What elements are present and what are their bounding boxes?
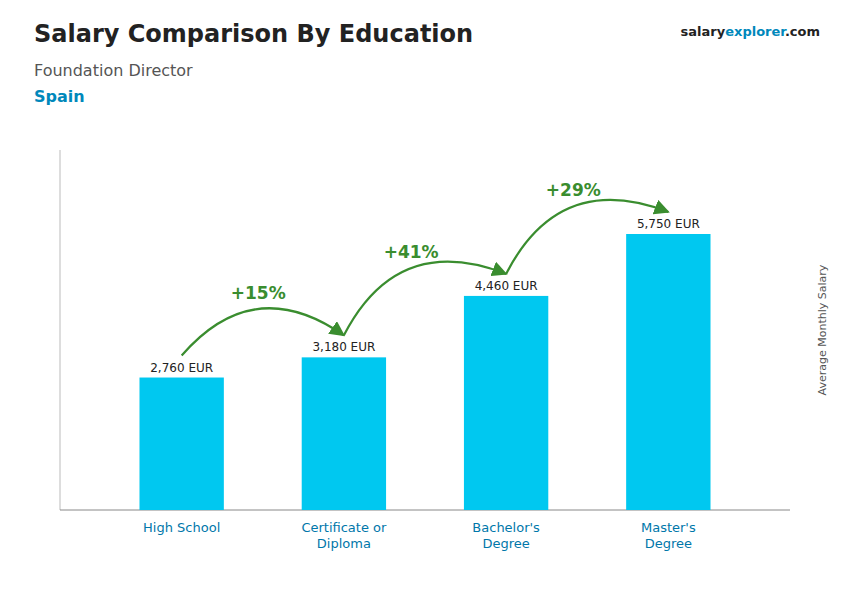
data-label: 4,460 EUR	[475, 279, 538, 293]
country: Spain	[34, 87, 85, 106]
change-arrow	[506, 200, 668, 274]
x-tick-label: Bachelor'sDegree	[472, 520, 540, 551]
x-tick-label: Master'sDegree	[641, 520, 696, 551]
x-tick-label: Certificate orDiploma	[301, 520, 387, 551]
x-tick-label-line: Degree	[645, 536, 692, 551]
chart-container: Salary Comparison By Education Foundation…	[0, 0, 850, 606]
change-arrow	[182, 308, 344, 355]
title: Salary Comparison By Education	[34, 20, 473, 48]
bar	[626, 234, 710, 510]
x-tick-label: High School	[143, 520, 220, 535]
brand-part: .com	[785, 24, 820, 39]
x-tick-label-line: Master's	[641, 520, 696, 535]
x-tick-label-line: Certificate or	[301, 520, 387, 535]
x-tick-label-line: Bachelor's	[472, 520, 540, 535]
data-label: 5,750 EUR	[637, 217, 700, 231]
bar	[139, 378, 223, 510]
x-tick-label-line: High School	[143, 520, 220, 535]
change-label: +15%	[231, 283, 286, 303]
y-axis-line	[60, 150, 61, 510]
brand-part: explorer	[725, 24, 787, 39]
subtitle: Foundation Director	[34, 61, 193, 80]
change-label: +29%	[546, 180, 601, 200]
bars	[139, 234, 710, 510]
bar	[302, 357, 386, 510]
change-arrow	[344, 262, 506, 336]
brand-part: salary	[681, 24, 726, 39]
chart-svg: Salary Comparison By Education Foundation…	[0, 0, 850, 606]
x-tick-label-line: Degree	[482, 536, 529, 551]
x-tick-label-line: Diploma	[317, 536, 371, 551]
data-label: 3,180 EUR	[312, 340, 375, 354]
change-label: +41%	[384, 242, 439, 262]
brand: salaryexplorer.com	[681, 24, 820, 39]
data-label: 2,760 EUR	[150, 361, 213, 375]
y-axis-label: Average Monthly Salary	[816, 264, 829, 395]
bar	[464, 296, 548, 510]
